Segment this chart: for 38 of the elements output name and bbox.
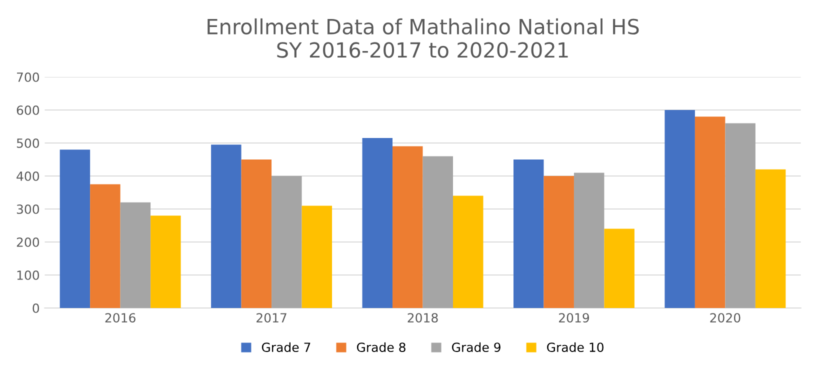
bar [241,160,272,308]
bar [302,206,332,308]
bar [422,156,454,308]
bar [362,138,393,308]
bar [150,216,181,308]
y-tick-label: 400 [16,171,40,181]
bar [574,172,604,308]
bar [755,169,786,308]
x-tick-label: 2019 [558,313,590,323]
y-tick-label: 0 [32,303,40,313]
bar [272,176,302,308]
y-tick-label: 200 [16,237,40,247]
bar [513,160,544,308]
legend-label: Grade 9 [452,342,500,352]
bar [392,146,423,308]
y-tick-label: 300 [16,204,40,214]
x-tick-label: 2016 [105,313,136,323]
bar [694,116,726,308]
legend-label: Grade 10 [547,342,604,352]
bar [120,202,151,308]
y-tick-label: 500 [16,138,40,148]
bar [211,144,242,308]
bar [453,196,484,308]
chart-title: Enrollment Data of Mathalino National HS SY 2016-2017 to 2020-2021 [208,18,639,58]
y-tick-label: 600 [16,105,40,115]
x-tick-label: 2017 [256,313,286,323]
y-tick-label: 700 [17,72,40,82]
bar [725,123,756,308]
legend-label: Grade 7 [262,342,310,352]
x-tick-label: 2018 [408,313,438,323]
legend-label: Grade 8 [356,342,406,352]
bar [60,150,90,308]
bar [604,228,634,308]
x-tick-label: 2020 [710,313,740,323]
bar [664,110,695,308]
y-tick-label: 100 [17,270,40,280]
bar [90,184,120,308]
bar [544,176,574,308]
